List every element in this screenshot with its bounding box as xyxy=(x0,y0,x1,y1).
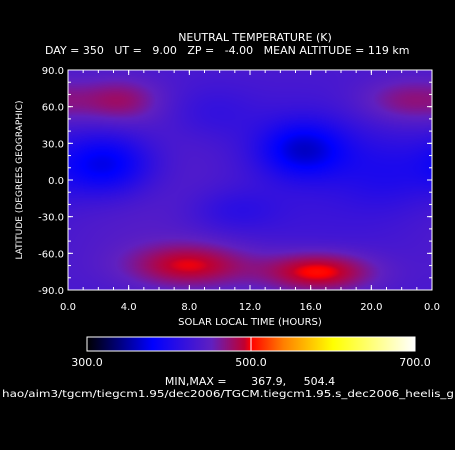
x-tick-label: 4.0 xyxy=(121,302,137,313)
x-axis-label: SOLAR LOCAL TIME (HOURS) xyxy=(178,317,322,328)
x-tick-label: 16.0 xyxy=(300,302,322,313)
x-axis: 0.0 4.0 8.0 12.0 16.0 20.0 0.0 xyxy=(60,70,440,313)
y-tick-label: -60.0 xyxy=(38,249,64,260)
colorbar-ticks: 300.0 500.0 700.0 xyxy=(71,356,431,369)
x-tick-label: 0.0 xyxy=(424,302,440,313)
y-tick-label: 30.0 xyxy=(42,139,64,150)
y-tick-label: -90.0 xyxy=(38,286,64,297)
minmax-text: MIN,MAX = 367.9, 504.4 xyxy=(165,375,335,388)
y-tick-label: -30.0 xyxy=(38,213,64,224)
y-axis-label: LATITUDE (DEGREES GEOGRAPHIC) xyxy=(15,100,25,259)
x-tick-label: 12.0 xyxy=(239,302,261,313)
colorbar-tick-label: 300.0 xyxy=(71,356,103,369)
x-tick-label: 8.0 xyxy=(181,302,197,313)
colorbar-tick-label: 500.0 xyxy=(235,356,267,369)
file-path: hao/aim3/tgcm/tiegcm1.95/dec2006/TGCM.ti… xyxy=(2,389,454,400)
y-tick-label: 0.0 xyxy=(48,176,64,187)
colorbar-tick-label: 700.0 xyxy=(399,356,431,369)
y-tick-label: 60.0 xyxy=(42,103,64,114)
heatmap-plot xyxy=(68,70,432,290)
y-axis: 90.0 60.0 30.0 0.0 -30.0 -60.0 -90.0 xyxy=(38,66,432,297)
chart-title: NEUTRAL TEMPERATURE (K) xyxy=(178,31,332,44)
x-tick-label: 20.0 xyxy=(360,302,382,313)
x-tick-label: 0.0 xyxy=(60,302,76,313)
chart-subtitle: DAY = 350 UT = 9.00 ZP = -4.00 MEAN ALTI… xyxy=(45,44,409,57)
y-tick-label: 90.0 xyxy=(42,66,64,77)
